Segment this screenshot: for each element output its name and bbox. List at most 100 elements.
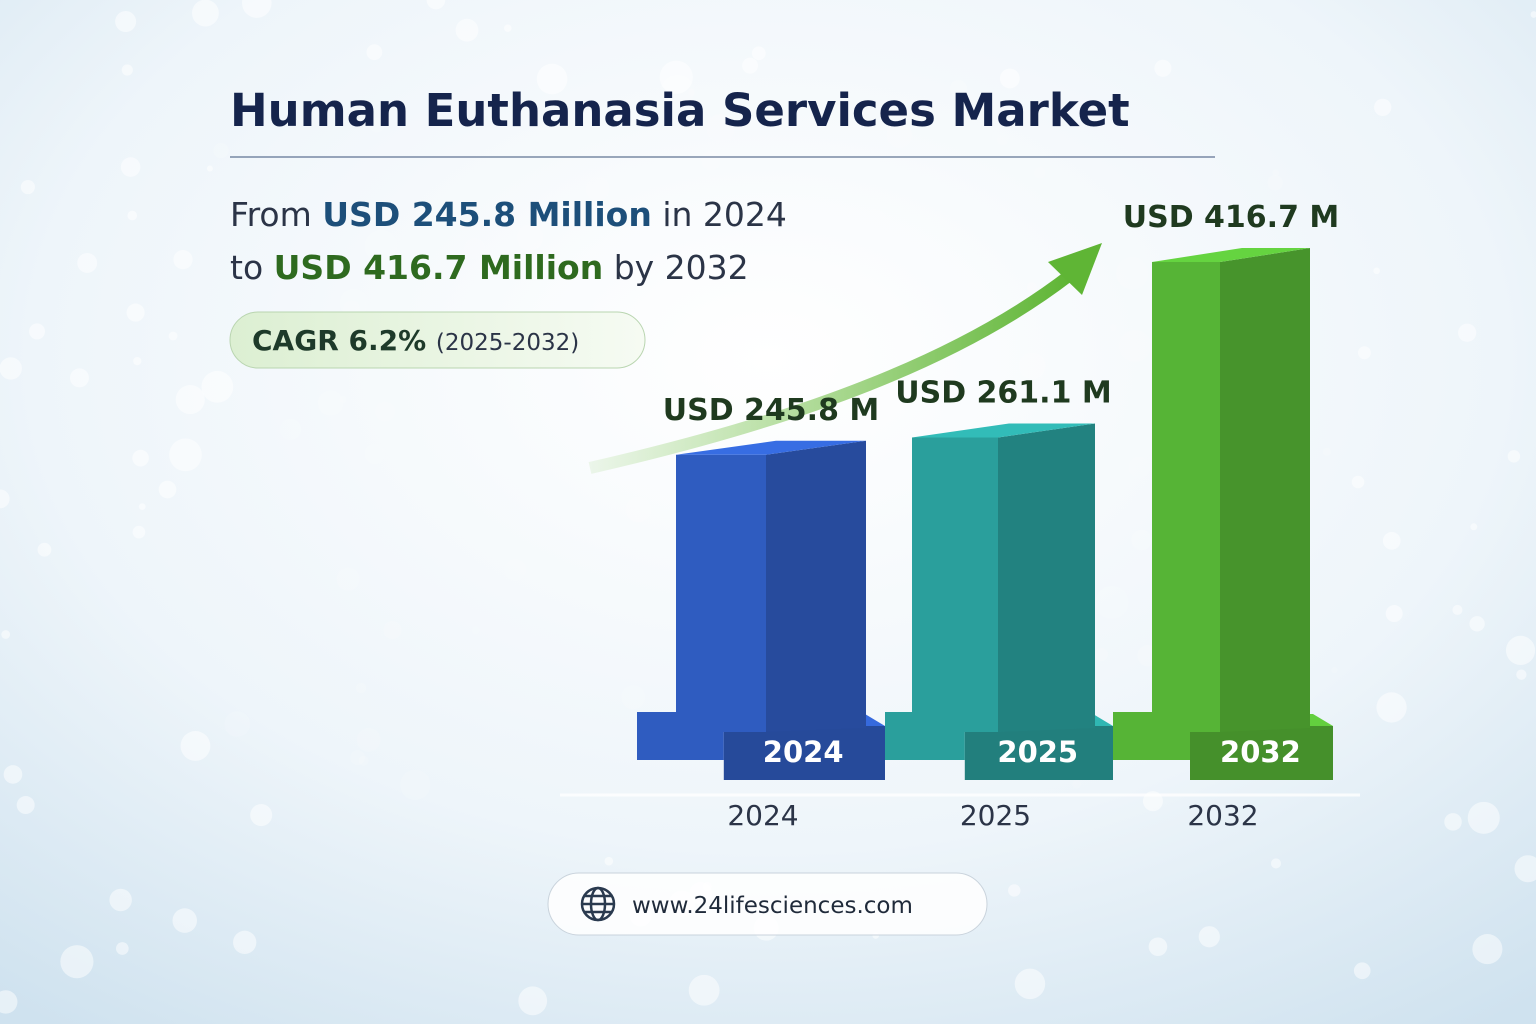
bokeh-dot (175, 385, 205, 415)
bokeh-dot (69, 368, 89, 388)
bokeh-dot (1385, 605, 1403, 623)
bokeh-dot (138, 503, 146, 511)
bokeh-dot (1026, 282, 1038, 293)
bokeh-dot (1357, 346, 1371, 360)
bokeh-dot (356, 727, 381, 752)
bokeh-dot (3, 765, 23, 784)
bokeh-dot (688, 974, 720, 1006)
bokeh-dot (961, 372, 976, 387)
bokeh-dot (744, 223, 768, 248)
bokeh-dot (1373, 267, 1380, 275)
bar-side (998, 423, 1095, 732)
headline: to USD 416.7 Million by 2032 (230, 248, 749, 287)
bokeh-dot (400, 770, 431, 801)
bokeh-dot (339, 289, 368, 318)
plinth-front (1190, 726, 1333, 780)
bokeh-dot (471, 626, 480, 635)
bokeh-dot (206, 165, 213, 172)
bokeh-dot (1118, 329, 1151, 362)
value-label: USD 261.1 M (895, 376, 1112, 411)
bokeh-dot (1, 630, 11, 639)
bokeh-dot (1382, 531, 1401, 550)
bokeh-dot (120, 157, 141, 177)
bokeh-dot (37, 542, 52, 557)
bokeh-dot (20, 179, 36, 195)
bokeh-dot (932, 389, 942, 398)
bokeh-dot (233, 930, 257, 955)
bar (1152, 262, 1220, 732)
bokeh-dot (1472, 934, 1503, 965)
bokeh-dot (358, 756, 369, 766)
bokeh-dot (1008, 884, 1021, 897)
bokeh-dot (1270, 858, 1282, 869)
bokeh-dot (1351, 475, 1365, 489)
bokeh-dot (1198, 926, 1220, 948)
bar (912, 437, 998, 732)
bokeh-dot (173, 249, 193, 270)
bokeh-dot (369, 117, 385, 133)
bokeh-dot (664, 375, 686, 397)
website-pill[interactable] (547, 872, 988, 936)
bokeh-dot (355, 682, 367, 694)
bokeh-dot (1094, 647, 1108, 662)
bokeh-dot (1018, 352, 1046, 380)
bokeh-dot (115, 10, 137, 33)
bokeh-dot (1470, 523, 1478, 531)
website[interactable]: www.24lifesciences.com (632, 893, 913, 919)
bokeh-dot (1322, 447, 1332, 457)
bar-side (766, 440, 866, 732)
bokeh-dot (241, 0, 272, 18)
bokeh-dot (1072, 780, 1081, 789)
bokeh-dot (835, 333, 846, 344)
bokeh-dot (503, 24, 512, 33)
bokeh-dot (1267, 174, 1284, 191)
bokeh-dot (224, 711, 250, 737)
headline-value: USD 245.8 Million (322, 195, 652, 234)
bokeh-dot (807, 319, 814, 326)
headline-text: to (230, 248, 263, 287)
bokeh-dot (126, 303, 145, 322)
bokeh-dot (886, 122, 913, 148)
cagr-range: (2025-2032) (436, 330, 579, 356)
x-tick-label: 2024 (727, 799, 798, 832)
bokeh-dot (617, 277, 645, 306)
bar-side (1220, 248, 1310, 732)
bokeh-dot (1033, 166, 1046, 179)
bars: 2024 USD 245.8 M 2024 2025 USD 261.1 M 2025 20… (637, 200, 1339, 832)
x-tick-label: 2025 (960, 799, 1031, 832)
bokeh-dot (604, 856, 614, 866)
bokeh-dot (132, 525, 146, 539)
headline-text: by 2032 (614, 248, 749, 287)
bokeh-dot (191, 0, 219, 27)
bokeh-dot (0, 990, 18, 1014)
bokeh-dot (158, 480, 177, 499)
bar (676, 454, 766, 732)
bar-top (1152, 248, 1310, 262)
bokeh-dot (1376, 692, 1407, 723)
value-label: USD 245.8 M (663, 393, 880, 428)
bokeh-dot (60, 945, 94, 979)
plinth-label: 2032 (1220, 735, 1301, 769)
bokeh-dot (0, 357, 22, 380)
bokeh-dot (169, 438, 202, 472)
bokeh-dot (688, 88, 696, 97)
bokeh-dot (132, 449, 149, 467)
bokeh-dot (999, 68, 1020, 89)
bokeh-dot (350, 750, 365, 765)
bokeh-dot (133, 356, 142, 366)
bokeh-dot (364, 443, 385, 464)
bokeh-dot (706, 114, 735, 143)
bokeh-dot (1331, 667, 1338, 674)
bokeh-dot (1374, 98, 1392, 117)
bokeh-dot (949, 79, 968, 98)
growth-arrow-head (1048, 243, 1102, 295)
x-tick-label: 2032 (1187, 799, 1258, 832)
globe-icon (580, 886, 616, 922)
cagr-value: CAGR 6.2% (252, 324, 426, 357)
bokeh-dot (504, 558, 527, 581)
bokeh-dot (1452, 604, 1463, 615)
bokeh-dot (109, 888, 132, 912)
bokeh-dot (625, 496, 652, 523)
headline-value: USD 416.7 Million (274, 248, 604, 287)
